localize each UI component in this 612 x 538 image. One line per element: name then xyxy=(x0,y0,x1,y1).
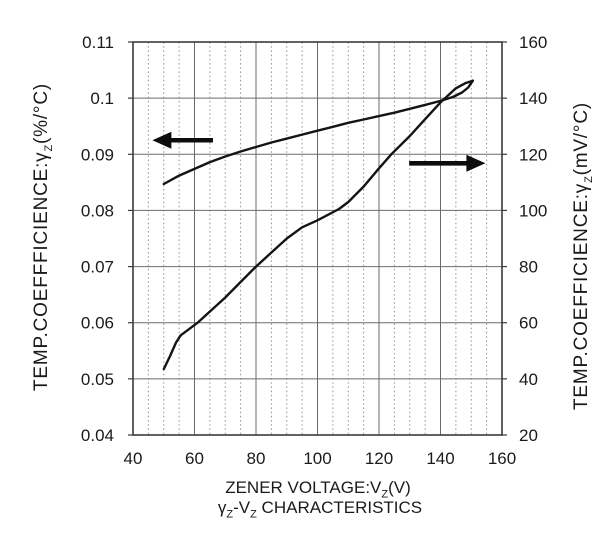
y-right-tick-label: 100 xyxy=(519,201,547,220)
x-tick-labels: 40 60 80 100 120 140 160 xyxy=(124,449,517,468)
y-axis-left-title: TEMP.COEFFFICIENCE:γZ(%/°C) xyxy=(31,83,55,391)
caption-gamma: γ xyxy=(217,498,227,517)
subscript-z: Z xyxy=(226,508,234,521)
y-left-tick-labels: 0.11 0.1 0.09 0.08 0.07 0.06 0.05 0.04 xyxy=(81,33,114,445)
curves xyxy=(162,79,474,371)
left-axis-arrow xyxy=(152,131,213,149)
x-axis-title-text: ZENER VOLTAGE:V xyxy=(225,478,382,497)
plot-frame xyxy=(132,41,503,436)
major-gridlines xyxy=(133,42,502,435)
y-left-tick-label: 0.09 xyxy=(81,145,114,164)
subscript-z: Z xyxy=(250,508,257,521)
y-axis-right-title-text: TEMP.COEFFICIENCE:γ xyxy=(571,182,592,410)
y-right-tick-label: 120 xyxy=(519,145,547,164)
y-right-tick-label: 20 xyxy=(519,426,538,445)
x-tick-label: 80 xyxy=(247,449,266,468)
x-tick-label: 160 xyxy=(488,449,516,468)
axis-tick-marks xyxy=(128,41,507,436)
x-tick-label: 60 xyxy=(185,449,204,468)
x-axis-title: ZENER VOLTAGE:VZ(V) xyxy=(225,478,411,501)
x-axis-title-units: (V) xyxy=(388,478,411,497)
x-tick-label: 120 xyxy=(365,449,393,468)
x-tick-label: 100 xyxy=(303,449,331,468)
y-right-tick-labels: 160 140 120 100 80 60 40 20 xyxy=(519,33,547,445)
y-right-tick-label: 60 xyxy=(519,314,538,333)
caption-dash-v: -V xyxy=(233,498,251,517)
y-axis-right-title: TEMP.COEFFICIENCE:γZ(mV/°C) xyxy=(571,102,595,410)
y-left-tick-label: 0.08 xyxy=(81,201,114,220)
subscript-z: Z xyxy=(42,143,55,152)
y-left-tick-label: 0.11 xyxy=(82,33,114,52)
y-right-tick-label: 140 xyxy=(519,89,547,108)
x-tick-label: 40 xyxy=(124,449,143,468)
curve-temp-coefficient-mv xyxy=(162,79,474,371)
y-left-tick-label: 0.04 xyxy=(81,426,114,445)
y-axis-right-title-units: (mV/°C) xyxy=(571,102,592,176)
y-axis-left-title-units: (%/°C) xyxy=(31,83,52,144)
x-tick-label: 140 xyxy=(426,449,454,468)
y-left-tick-label: 0.07 xyxy=(81,258,114,277)
y-axis-left-title-text: TEMP.COEFFFICIENCE:γ xyxy=(31,151,52,391)
chart-caption: γZ-VZ CHARACTERISTICS xyxy=(217,498,423,521)
right-axis-arrow xyxy=(409,154,486,172)
y-right-tick-label: 80 xyxy=(519,258,538,277)
caption-characteristics: CHARACTERISTICS xyxy=(256,498,423,517)
subscript-z: Z xyxy=(582,175,595,183)
subscript-z: Z xyxy=(381,488,389,501)
y-left-tick-label: 0.05 xyxy=(81,370,114,389)
y-right-tick-label: 160 xyxy=(519,33,547,52)
y-right-tick-label: 40 xyxy=(519,370,538,389)
axis-arrows xyxy=(152,131,486,172)
y-left-tick-label: 0.06 xyxy=(81,314,114,333)
y-left-tick-label: 0.1 xyxy=(90,89,114,108)
